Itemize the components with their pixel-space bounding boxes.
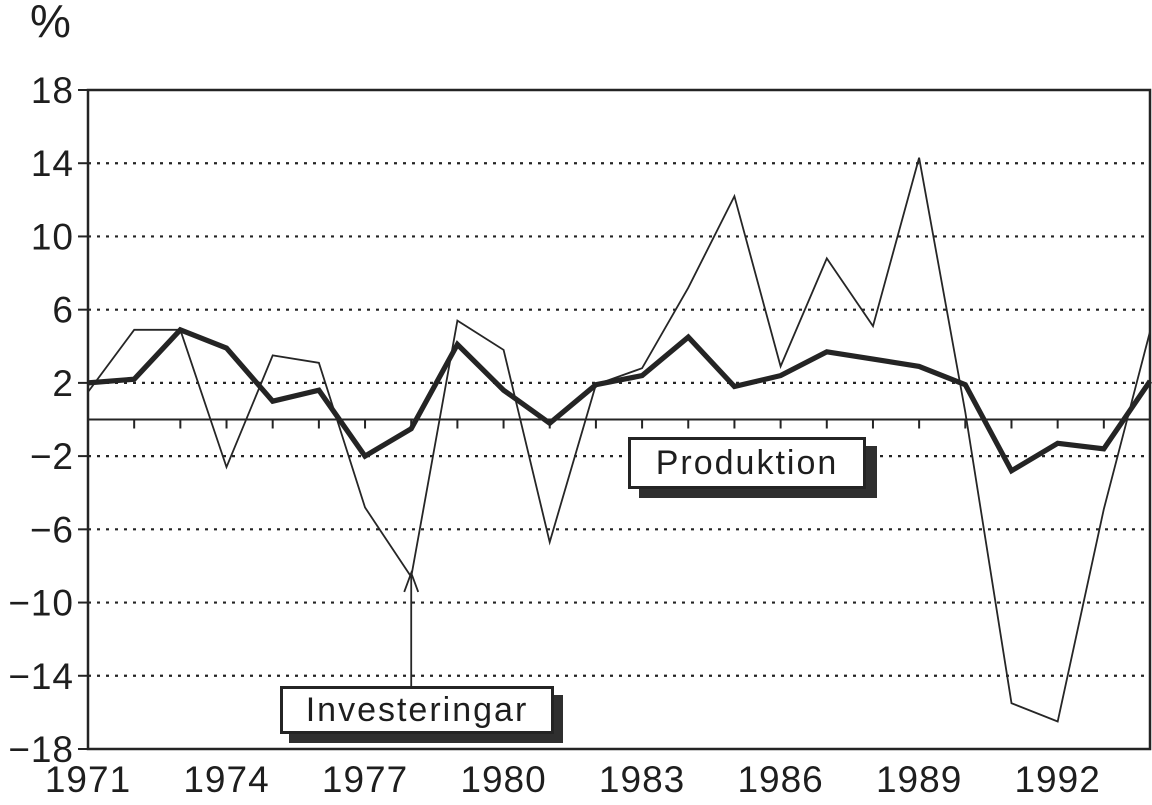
investeringar-series-label: Investeringar — [305, 690, 529, 729]
y-tick-label: 10 — [31, 216, 74, 257]
y-tick-label: 18 — [31, 70, 74, 111]
y-tick-label: 2 — [52, 363, 74, 404]
y-tick-label: −10 — [8, 583, 74, 624]
produktion-series-label-box: Produktion — [628, 437, 866, 489]
x-tick-label: 1986 — [737, 759, 823, 800]
arrow-up-icon — [403, 570, 420, 593]
x-tick-label: 1971 — [45, 759, 131, 800]
y-tick-label: −6 — [30, 509, 74, 550]
y-tick-label: 14 — [31, 143, 74, 184]
y-tick-label: −2 — [30, 436, 74, 477]
x-tick-label: 1983 — [599, 759, 685, 800]
x-tick-label: 1977 — [322, 759, 408, 800]
series-line-investeringar — [87, 157, 1151, 723]
x-tick-label: 1992 — [1014, 759, 1100, 800]
y-axis-unit-label: % — [30, 0, 73, 47]
x-tick-label: 1980 — [460, 759, 546, 800]
produktion-series-label: Produktion — [655, 443, 839, 482]
y-tick-label: 6 — [52, 290, 74, 331]
series-line-produktion — [87, 326, 1152, 475]
plot-border — [86, 88, 1152, 751]
y-tick-label: −18 — [8, 729, 74, 770]
investeringar-series-label-box: Investeringar — [280, 686, 554, 734]
x-tick-label: 1989 — [876, 759, 962, 800]
x-tick-label: 1974 — [183, 759, 269, 800]
y-tick-label: −14 — [8, 656, 74, 697]
